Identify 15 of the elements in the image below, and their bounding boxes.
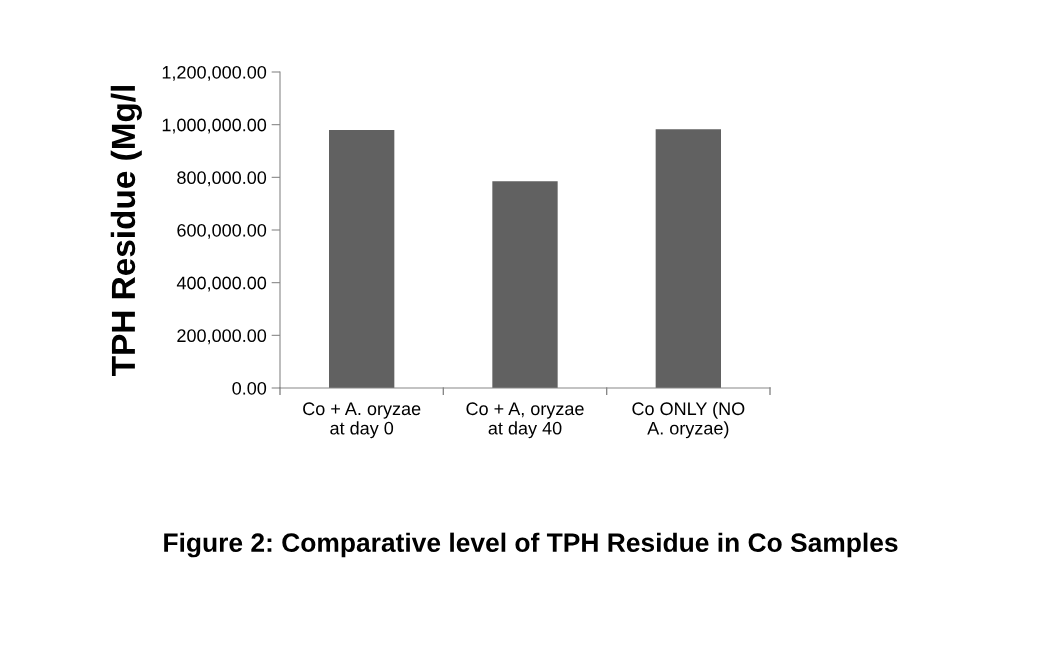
text: Figure 2: Comparative level of TPH Residue in Co Samples (164, 532, 898, 558)
y-tick-label: 200,000.00 (177, 329, 267, 345)
x-tick-label: Co + A, oryzae at day 40 (466, 402, 584, 439)
y-tick-label: 0.00 (232, 381, 267, 395)
bar (655, 129, 721, 388)
y-tick-label: 1,000,000.00 (162, 118, 267, 134)
y-tick-label: 1,200,000.00 (162, 65, 267, 81)
x-tick-label: Co ONLY (NO A. oryzae) (632, 401, 745, 439)
bar (329, 129, 395, 388)
y-tick-label: 400,000.00 (176, 276, 267, 292)
y-axis-title: TPH Residue (Mg/l (110, 86, 142, 376)
y-tick-label: 600,000.00 (177, 223, 267, 239)
bar (492, 181, 558, 388)
y-tick-label: 800,000.00 (177, 171, 267, 187)
x-tick-label: Co + A. oryzae at day 0 (303, 402, 421, 439)
